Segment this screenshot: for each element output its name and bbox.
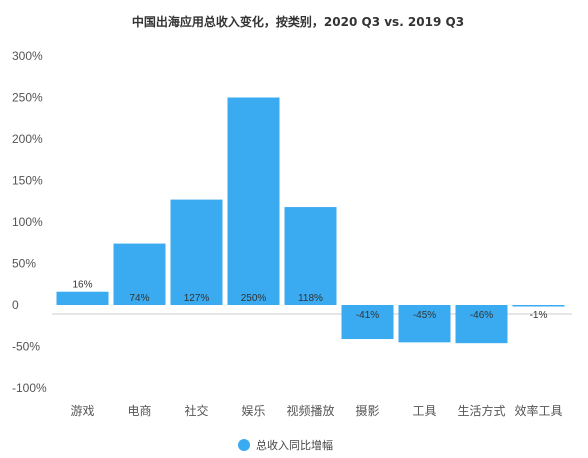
legend[interactable]: 总收入同比增幅 <box>238 438 333 452</box>
x-tick-label: 摄影 <box>355 403 379 418</box>
data-label: -46% <box>470 310 493 321</box>
data-label: -41% <box>356 310 379 321</box>
x-tick-label: 娱乐 <box>241 404 265 418</box>
x-tick-label: 工具 <box>412 404 436 418</box>
data-label: 250% <box>241 293 267 304</box>
y-tick-label: -100% <box>12 381 47 395</box>
x-tick-label: 效率工具 <box>514 403 562 418</box>
chart-title: 中国出海应用总收入变化，按类别，2020 Q3 vs. 2019 Q3 <box>132 14 464 29</box>
data-label: -45% <box>413 310 436 321</box>
x-tick-label: 游戏 <box>70 404 94 418</box>
data-label: -1% <box>530 310 548 321</box>
data-label: 127% <box>184 293 210 304</box>
bar[interactable] <box>341 305 394 340</box>
bar[interactable] <box>170 199 223 305</box>
y-tick-label: 150% <box>12 174 43 188</box>
y-tick-label: 0 <box>12 298 19 312</box>
y-tick-label: 250% <box>12 91 43 105</box>
bars: 16% 74% 127% 250% 118% -41% -45% -46% -1% <box>56 97 565 344</box>
y-tick-label: 200% <box>12 132 43 146</box>
legend-marker <box>238 439 250 451</box>
y-axis: 300% 250% 200% 150% 100% 50% 0 -50% -100% <box>12 49 47 395</box>
y-tick-label: -50% <box>12 340 40 354</box>
y-tick-label: 50% <box>12 257 36 271</box>
x-tick-label: 电商 <box>127 403 151 418</box>
bar[interactable] <box>455 305 508 344</box>
y-tick-label: 100% <box>12 215 43 229</box>
data-label: 118% <box>298 293 323 304</box>
x-tick-label: 生活方式 <box>457 403 505 418</box>
legend-label: 总收入同比增幅 <box>256 438 333 452</box>
data-label: 16% <box>72 280 92 291</box>
bar[interactable] <box>284 207 337 305</box>
bar[interactable] <box>113 243 166 305</box>
bar[interactable] <box>512 305 565 307</box>
data-label: 74% <box>129 293 149 304</box>
bar[interactable] <box>56 291 109 305</box>
x-tick-label: 社交 <box>184 403 208 418</box>
bar[interactable] <box>227 97 280 306</box>
x-tick-label: 视频播放 <box>286 403 334 418</box>
bar[interactable] <box>398 305 451 343</box>
y-tick-label: 300% <box>12 49 43 63</box>
x-axis: 游戏 电商 社交 娱乐 视频播放 摄影 工具 生活方式 效率工具 <box>70 403 562 418</box>
